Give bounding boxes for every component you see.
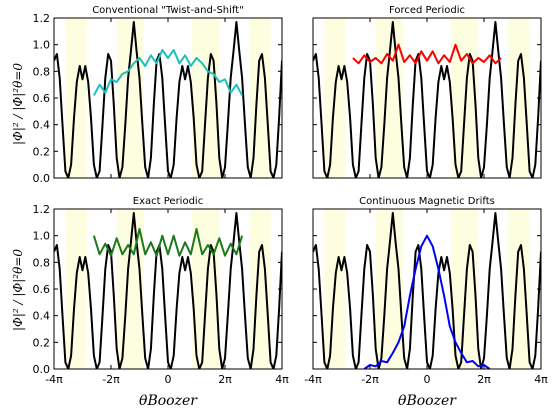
model-series-line [363,234,491,369]
y-tick-label: 1.2 [33,203,51,216]
x-tick-label: 0 [424,373,431,386]
y-tick-label: 0.2 [33,336,51,349]
shaded-band-3 [249,18,271,178]
panel-exact-periodic: Exact Periodic 0.0 0.2 0.4 0.6 0.8 1.0 1.2 -4π -2… [33,196,290,386]
x-tick-label: -2π [102,373,120,386]
x-tick-label: 4π [275,373,289,386]
x-tick-label: 0 [165,373,172,386]
reference-series-line [313,212,541,369]
y-tick-label: 0.4 [33,310,51,323]
shaded-band-3 [249,209,271,369]
y-tick-label: 0.6 [33,283,51,296]
shaded-band-1 [116,209,144,369]
x-tick-label: -2π [361,373,379,386]
panel-continuous-magnetic-drifts: Continuous Magnetic Drifts -4π -2π 0 2π 4π [304,196,548,386]
y-tick-label: 0.4 [33,119,51,132]
model-series-line [92,228,244,257]
reference-series-line [54,21,282,178]
panel-title: Forced Periodic [389,5,465,16]
y-axis-label-top: |Φ|² / |Φ|²θ=0 [11,63,25,145]
shaded-band-1 [375,209,403,369]
x-tick-label: 2π [218,373,232,386]
panel-title: Exact Periodic [133,196,203,207]
x-tick-label: -4π [45,373,63,386]
x-tick-label: 4π [534,373,548,386]
y-tick-label: 0.0 [33,363,51,376]
y-axis-label-bottom: |Φ|² / |Φ|²θ=0 [11,249,25,331]
panel-conventional-twist-and-shift: Conventional "Twist-and-Shift" 0.0 0.2 0.4 0… [33,5,283,185]
model-series-line [352,43,502,65]
reference-series-line [54,212,282,369]
shaded-band-3 [508,18,530,178]
reference-series-line [313,21,541,178]
y-tick-label: 0.8 [33,65,51,78]
y-tick-label: 0.6 [33,92,51,105]
x-tick-label: 2π [477,373,491,386]
shaded-band-1 [116,18,144,178]
y-tick-label: 0.0 [33,172,51,185]
shaded-band-1 [375,18,403,178]
y-tick-label: 0.2 [33,145,51,158]
shaded-band-3 [508,209,530,369]
model-series-line [93,49,243,96]
x-axis-label-right: θBoozer [398,393,457,409]
y-tick-label: 1.0 [33,230,51,243]
y-tick-label: 0.8 [33,256,51,269]
y-tick-label: 1.2 [33,12,51,25]
panel-title: Continuous Magnetic Drifts [359,196,495,207]
panel-title: Conventional "Twist-and-Shift" [92,5,244,16]
y-tick-label: 1.0 [33,39,51,52]
x-axis-label-left: θBoozer [139,393,198,409]
panel-forced-periodic: Forced Periodic [312,5,542,179]
x-tick-label: -4π [304,373,322,386]
